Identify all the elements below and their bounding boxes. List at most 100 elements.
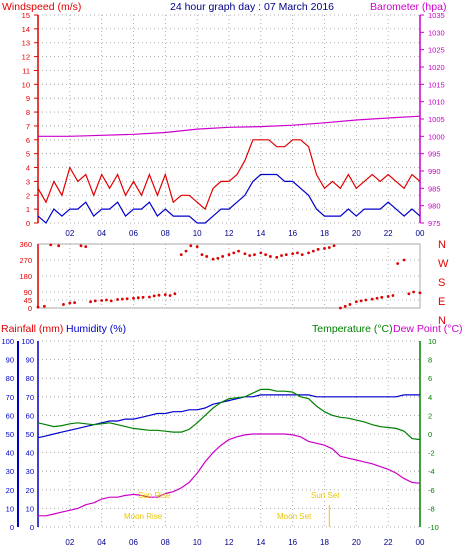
humidity-tick-label: 30: [26, 467, 34, 476]
windspeed-axis-title: Windspeed (m/s): [2, 1, 81, 13]
direction-point: [105, 298, 108, 302]
direction-tick-label: 270: [19, 256, 32, 265]
direction-point: [89, 300, 92, 304]
hour-tick-label: 14: [256, 538, 265, 547]
direction-point: [332, 244, 336, 248]
barometer-tick-label: 1010: [428, 98, 445, 107]
windspeed-tick-label: 7: [26, 122, 30, 131]
humidity-tick-label: 10: [26, 504, 34, 513]
direction-point: [275, 255, 279, 259]
direction-point: [343, 304, 347, 308]
series-line: [37, 139, 421, 211]
direction-point: [109, 299, 113, 303]
temperature-tick-label: -2: [428, 449, 435, 458]
direction-point: [402, 258, 406, 262]
compass-label: E: [438, 296, 445, 308]
rainfall-tick-label: 30: [6, 467, 14, 476]
rainfall-tick-label: 10: [6, 504, 14, 513]
direction-point: [264, 253, 268, 257]
series-line: [38, 115, 421, 137]
direction-point: [120, 297, 124, 301]
hour-tick-label: 18: [320, 538, 329, 547]
hour-tick-label: 12: [225, 229, 234, 238]
temperature-tick-label: -8: [428, 504, 435, 513]
direction-point: [62, 303, 65, 306]
barometer-tick-label: 1000: [428, 132, 445, 141]
direction-point: [195, 245, 199, 249]
hour-tick-label: 20: [352, 229, 361, 238]
direction-point: [93, 299, 97, 303]
direction-point: [68, 301, 72, 305]
direction-point: [323, 247, 326, 250]
direction-point: [280, 254, 283, 257]
chart-title: 24 hour graph day : 07 March 2016: [170, 1, 334, 13]
hour-tick-label: 14: [256, 229, 265, 238]
temperature-tick-label: -10: [428, 523, 439, 532]
moonset-label: Moon Set: [277, 512, 312, 521]
barometer-tick-label: 1025: [428, 46, 445, 55]
direction-point: [57, 244, 61, 248]
temperature-axis-title: Temperature (°C): [312, 323, 393, 335]
series-line: [37, 173, 421, 224]
direction-point: [36, 305, 40, 309]
windspeed-tick-label: 1: [26, 205, 30, 214]
windspeed-tick-label: 13: [22, 39, 30, 48]
direction-point: [73, 301, 77, 305]
series-line: [37, 388, 421, 441]
hour-tick-label: 02: [65, 538, 74, 547]
humidity-tick-label: 50: [26, 430, 34, 439]
windspeed-tick-label: 2: [26, 191, 30, 200]
direction-point: [407, 292, 411, 296]
series-line: [38, 433, 421, 517]
temperature-tick-label: 6: [428, 374, 432, 383]
rainfall-tick-label: 40: [6, 449, 14, 458]
temperature-tick-label: 10: [428, 337, 436, 346]
direction-point: [141, 295, 145, 299]
direction-point: [316, 247, 320, 251]
direction-point: [348, 303, 352, 306]
direction-point: [364, 298, 368, 302]
direction-point: [412, 290, 416, 294]
direction-point: [380, 295, 384, 299]
compass-label: N: [438, 315, 446, 327]
series-line: [37, 394, 420, 439]
temperature-tick-label: 2: [428, 411, 432, 420]
direction-point: [148, 295, 151, 299]
direction-tick-label: 360: [19, 240, 32, 249]
direction-point: [370, 297, 374, 301]
direction-point: [259, 251, 263, 255]
windspeed-tick-label: 11: [22, 66, 30, 75]
hour-tick-label: 22: [384, 538, 393, 547]
hour-tick-label: 04: [97, 229, 106, 238]
temperature-tick-label: 4: [428, 393, 432, 402]
humidity-tick-label: 80: [26, 374, 34, 383]
direction-tick-label: 180: [19, 272, 32, 281]
direction-point: [243, 252, 247, 256]
hour-tick-label: 22: [384, 229, 393, 238]
direction-point: [253, 253, 256, 257]
hour-tick-label: 12: [225, 538, 234, 547]
direction-point: [391, 294, 395, 297]
direction-point: [327, 246, 331, 249]
barometer-tick-label: 1005: [428, 115, 445, 124]
barometer-tick-label: 985: [428, 184, 441, 193]
rainfall-tick-label: 50: [6, 430, 14, 439]
barometer-tick-label: 975: [428, 219, 441, 228]
direction-point: [227, 253, 231, 257]
temperature-tick-label: -6: [428, 486, 435, 495]
direction-point: [307, 251, 310, 255]
rainfall-tick-label: 100: [1, 337, 14, 346]
direction-point: [291, 252, 295, 256]
direction-point: [300, 253, 304, 257]
direction-point: [189, 244, 193, 248]
moonrise-label: Moon Rise: [124, 512, 163, 521]
windspeed-tick-label: 6: [26, 136, 30, 145]
hour-tick-label: 00: [416, 229, 425, 238]
direction-point: [49, 243, 53, 247]
hour-tick-label: 06: [129, 229, 138, 238]
humidity-tick-label: 100: [21, 337, 34, 346]
direction-point: [216, 256, 220, 260]
